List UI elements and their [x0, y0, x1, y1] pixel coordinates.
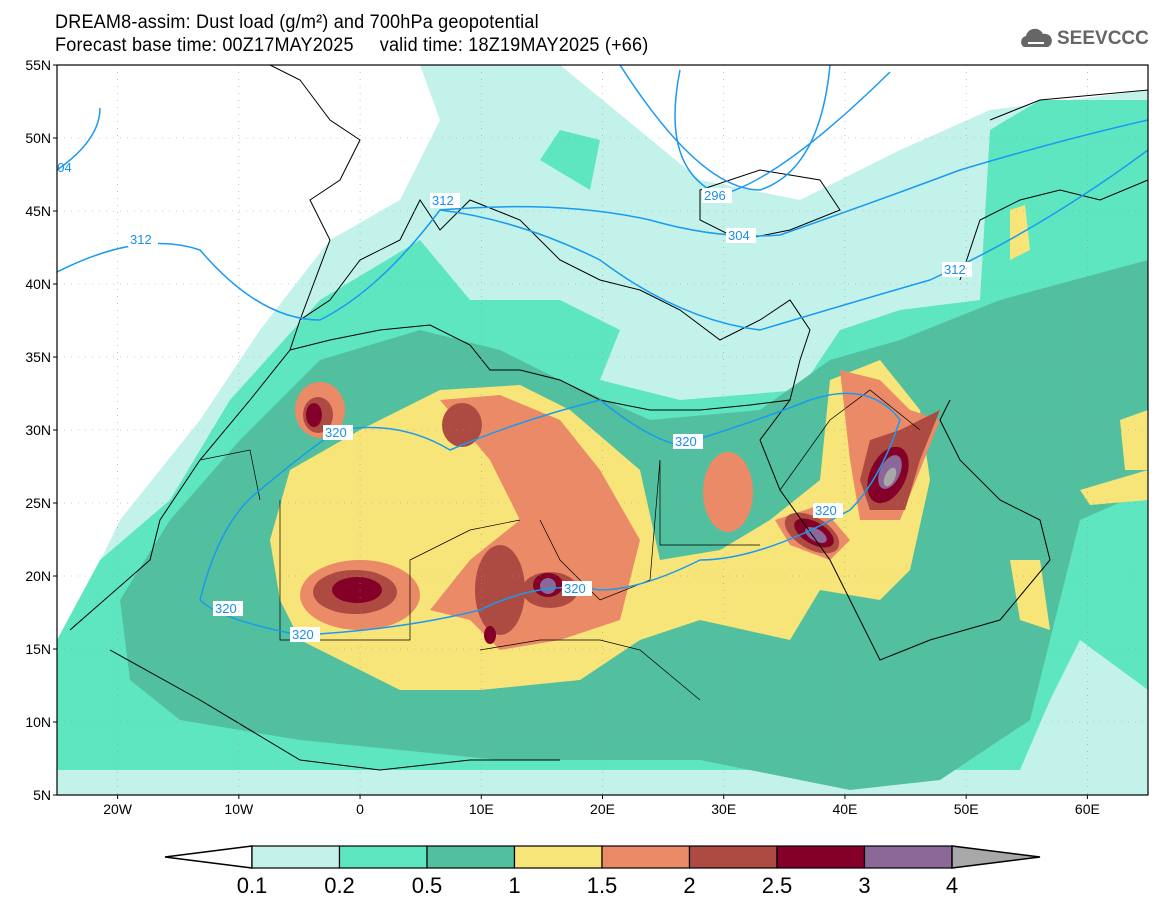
lat-label: 50N — [25, 130, 51, 146]
lon-label: 30E — [711, 801, 736, 817]
colorbar-swatch — [338, 845, 428, 869]
axis-labels: 55N 50N 45N 40N 35N 30N 25N 20N 15N 10N 5N 20W 10W 0 1… — [25, 57, 1100, 817]
logo-text: SEEVCCC — [1057, 28, 1149, 49]
colorbar: 0.1 0.2 0.5 1 1.5 2 2.5 3 4 — [164, 845, 1041, 898]
colorbar-label: 0.2 — [324, 873, 355, 898]
lon-label: 10W — [224, 801, 254, 817]
dust-level-4 — [883, 467, 897, 487]
svg-text:320: 320 — [675, 434, 697, 449]
forecast-times: Forecast base time: 00Z17MAY2025 valid t… — [55, 35, 649, 56]
colorbar-label: 2.5 — [762, 873, 793, 898]
colorbar-over-arrow — [951, 845, 1041, 869]
lon-label: 10E — [469, 801, 494, 817]
colorbar-swatch — [776, 845, 866, 869]
lon-label: 40E — [832, 801, 857, 817]
colorbar-swatch — [863, 845, 953, 869]
svg-text:304: 304 — [50, 160, 72, 175]
svg-text:312: 312 — [944, 262, 966, 277]
lon-label: 20W — [103, 801, 133, 817]
coastlines — [69, 65, 1148, 771]
lon-label: 50E — [954, 801, 979, 817]
lat-label: 5N — [33, 787, 51, 803]
lat-label: 15N — [25, 641, 51, 657]
lat-label: 25N — [25, 495, 51, 511]
colorbar-label: 1.5 — [587, 873, 618, 898]
lat-label: 30N — [25, 422, 51, 438]
colorbar-label: 0.1 — [237, 873, 268, 898]
svg-text:320: 320 — [292, 627, 314, 642]
seevccc-logo: SEEVCCC — [1018, 27, 1149, 51]
svg-text:296: 296 — [704, 188, 726, 203]
colorbar-swatch — [601, 845, 691, 869]
graticule — [57, 65, 1148, 795]
colorbar-swatch — [688, 845, 778, 869]
colorbar-swatch — [426, 845, 516, 869]
lat-label: 35N — [25, 349, 51, 365]
svg-text:320: 320 — [564, 581, 586, 596]
svg-text:304: 304 — [728, 228, 750, 243]
lon-label: 20E — [590, 801, 615, 817]
svg-text:312: 312 — [130, 232, 152, 247]
dust-field: 304 312 312 296 304 312 320 320 320 320 … — [50, 65, 1148, 795]
colorbar-label: 3 — [858, 873, 870, 898]
lat-label: 55N — [25, 57, 51, 73]
borders — [199, 389, 921, 701]
svg-text:312: 312 — [432, 193, 454, 208]
colorbar-label: 4 — [946, 873, 958, 898]
svg-text:320: 320 — [815, 503, 837, 518]
lon-label: 60E — [1075, 801, 1100, 817]
lat-label: 20N — [25, 568, 51, 584]
contour-labels: 304 312 312 296 304 312 320 320 320 320 … — [50, 160, 972, 642]
lon-label: 0 — [356, 801, 364, 817]
map-title: DREAM8-assim: Dust load (g/m²) and 700hP… — [55, 12, 539, 33]
lat-label: 45N — [25, 203, 51, 219]
svg-text:320: 320 — [325, 425, 347, 440]
lat-label: 10N — [25, 714, 51, 730]
cloud-icon — [1021, 28, 1052, 47]
geopotential-contours — [57, 65, 1148, 636]
colorbar-swatch — [513, 845, 603, 869]
lat-label: 40N — [25, 276, 51, 292]
svg-text:320: 320 — [215, 601, 237, 616]
colorbar-swatch — [251, 845, 341, 869]
colorbar-label: 2 — [683, 873, 695, 898]
colorbar-label: 1 — [508, 873, 520, 898]
colorbar-under-arrow — [164, 845, 253, 869]
colorbar-label: 0.5 — [412, 873, 443, 898]
